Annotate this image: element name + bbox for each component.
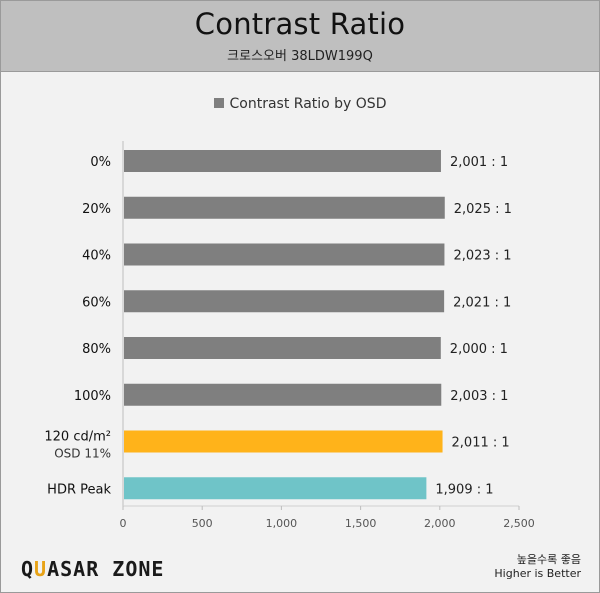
category-label: 20% [82, 202, 111, 217]
x-tick-label: 1,000 [266, 517, 298, 530]
bar [124, 243, 445, 266]
chart-legend: Contrast Ratio by OSD [1, 96, 599, 112]
x-tick-label: 0 [120, 517, 127, 530]
footer-note-korean: 높을수록 좋음 [516, 553, 581, 566]
category-label: 40% [82, 249, 111, 264]
legend-swatch [213, 98, 224, 108]
footer-note-english: Higher is Better [494, 567, 581, 580]
chart-header: Contrast Ratio 크로스오버 38LDW199Q [1, 1, 599, 72]
data-label: 2,000 : 1 [450, 342, 508, 357]
bar [124, 430, 443, 453]
quasarzone-logo: QUASAR ZONE [21, 557, 165, 581]
x-tick-label: 500 [192, 517, 213, 530]
x-tick-label: 2,500 [503, 517, 535, 530]
data-label: 2,023 : 1 [453, 249, 511, 264]
data-label: 2,003 : 1 [450, 389, 508, 404]
category-label: 80% [82, 342, 111, 357]
data-label: 1,909 : 1 [435, 482, 493, 497]
x-tick-label: 2,000 [424, 517, 456, 530]
chart-title: Contrast Ratio [194, 7, 406, 41]
category-sublabel: OSD 11% [54, 447, 111, 461]
x-tick-label: 1,500 [345, 517, 377, 530]
legend-label: Contrast Ratio by OSD [229, 96, 387, 112]
category-label: 100% [74, 389, 111, 404]
category-label: 120 cd/m² [44, 430, 111, 445]
bar [124, 383, 442, 406]
bar [124, 477, 427, 500]
data-label: 2,021 : 1 [453, 295, 511, 310]
category-label: HDR Peak [47, 482, 111, 497]
bar [124, 196, 445, 219]
data-label: 2,025 : 1 [454, 202, 512, 217]
data-label: 2,001 : 1 [450, 155, 508, 170]
footer-note: 높을수록 좋음 Higher is Better [494, 553, 581, 581]
chart-subtitle: 크로스오버 38LDW199Q [227, 49, 373, 64]
data-label: 2,011 : 1 [452, 436, 510, 451]
category-label: 0% [90, 155, 111, 170]
bar [124, 150, 441, 172]
bar [124, 337, 441, 359]
bar [124, 290, 445, 313]
category-label: 60% [82, 295, 111, 310]
